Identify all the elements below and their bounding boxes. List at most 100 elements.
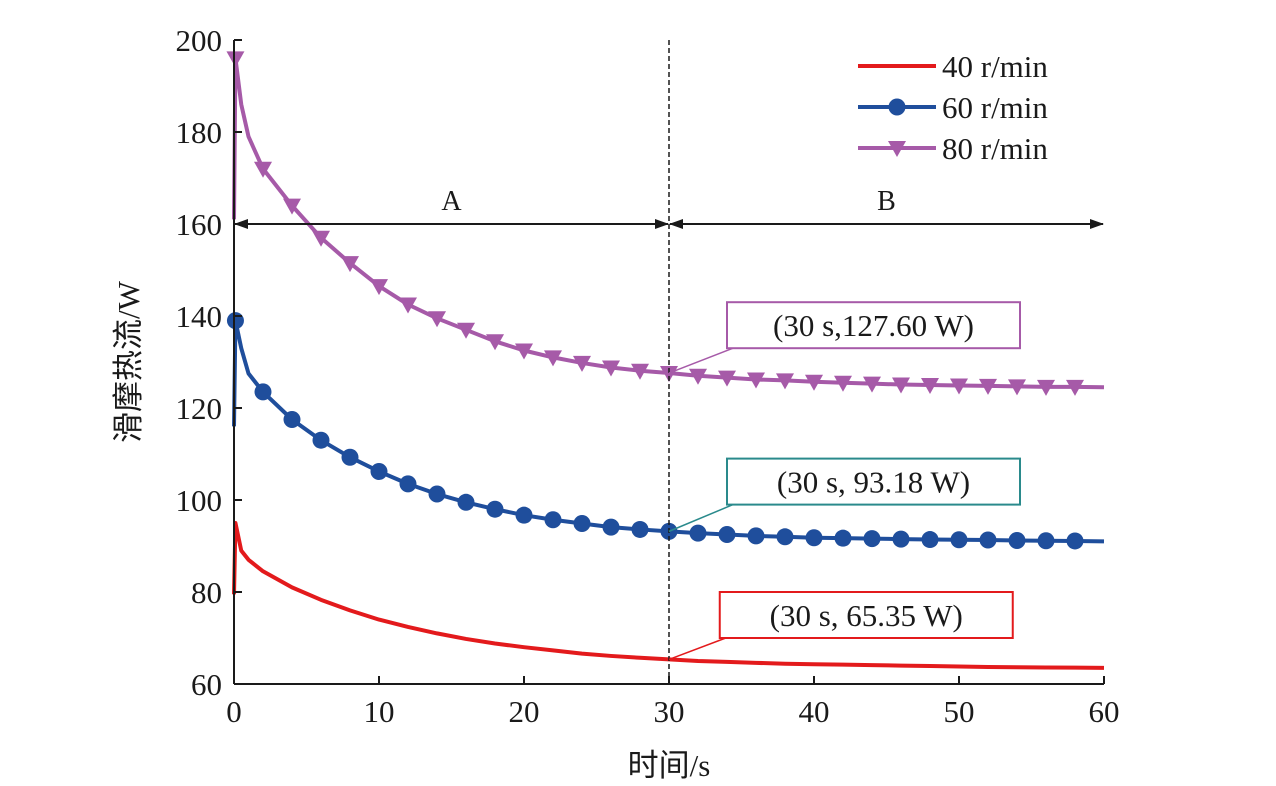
series-point: [747, 372, 765, 389]
series-point: [428, 485, 446, 503]
legend-label-3: 80 r/min: [942, 131, 1048, 166]
series-point: [1008, 379, 1026, 396]
legend-marker-3: [888, 141, 906, 157]
y-tick-label: 100: [176, 483, 223, 518]
series-point: [312, 431, 330, 449]
series-point: [544, 350, 562, 367]
legend-label-1: 40 r/min: [942, 49, 1048, 84]
series-point: [979, 378, 997, 395]
series-point: [341, 448, 359, 466]
series-point: [805, 374, 823, 391]
series-point: [370, 462, 388, 480]
series-point: [921, 531, 939, 549]
series-point: [718, 370, 736, 387]
x-tick-label: 10: [364, 694, 395, 729]
callout-leader: [668, 637, 727, 661]
series-point: [1008, 531, 1026, 549]
callout-label: (30 s, 65.35 W): [770, 598, 963, 633]
series-point: [718, 526, 736, 543]
series-point: [226, 51, 245, 68]
x-tick-label: 0: [226, 694, 242, 729]
series-point: [428, 311, 446, 328]
series-point: [1066, 532, 1084, 550]
series-point: [515, 506, 533, 524]
series-point: [660, 366, 678, 383]
series-point: [515, 343, 533, 360]
series-point: [921, 378, 939, 394]
series-point: [457, 322, 475, 339]
y-tick-label: 200: [176, 23, 223, 58]
series-point: [834, 529, 852, 547]
series-point: [341, 256, 359, 273]
series-point: [631, 520, 649, 538]
series-point: [892, 530, 910, 548]
y-tick-label: 60: [191, 667, 222, 702]
series-point: [254, 383, 272, 401]
annotations: (30 s,127.60 W) (30 s, 93.18 W) (30 s, 65.…: [668, 301, 1021, 661]
series-point: [805, 529, 823, 547]
series-point: [631, 363, 649, 380]
series-point: [602, 360, 620, 377]
callout-label: (30 s, 93.18 W): [777, 465, 970, 500]
series-point: [863, 530, 881, 548]
axes: 0 10 20 30 40 50 60 60 80 100 120 140 160 180 200: [176, 23, 1120, 729]
series-point: [486, 334, 504, 351]
callout-3: (30 s, 65.35 W): [668, 591, 1014, 661]
callout-1: (30 s,127.60 W): [668, 301, 1021, 374]
x-tick-label: 20: [509, 694, 540, 729]
series-point: [1037, 532, 1055, 550]
y-axis-title: 滑摩热流/W: [111, 280, 146, 443]
y-tick-label: 80: [191, 575, 222, 610]
y-tick-label: 180: [176, 115, 223, 150]
callout-box: [718, 591, 1014, 639]
series-point: [776, 528, 794, 546]
legend-label-2: 60 r/min: [942, 90, 1048, 125]
series-line-1: [232, 521, 1105, 670]
x-axis-title: 时间/s: [628, 748, 711, 783]
series-point: [979, 531, 997, 549]
series-point: [747, 527, 765, 545]
series-point: [457, 493, 475, 511]
series-point: [399, 475, 417, 493]
series-point: [689, 524, 707, 542]
series-point: [226, 312, 244, 330]
series-point: [573, 514, 591, 532]
series-point: [573, 355, 591, 372]
series-point: [1037, 379, 1055, 396]
callout-box: [726, 457, 1021, 506]
legend-marker-2: [888, 98, 906, 116]
callout-box: [726, 301, 1021, 350]
series-point: [950, 378, 968, 395]
y-tick-label: 160: [176, 207, 223, 242]
callout-2: (30 s, 93.18 W): [668, 457, 1021, 533]
series-point: [399, 297, 417, 314]
callout-leader: [668, 347, 734, 374]
legend: 40 r/min 60 r/min 80 r/min: [858, 49, 1048, 166]
x-tick-label: 50: [944, 694, 975, 729]
x-tick-label: 40: [799, 694, 830, 729]
series-point: [254, 161, 272, 178]
y-tick-label: 140: [176, 299, 223, 334]
x-tick-label: 60: [1089, 694, 1120, 729]
y-tick-label: 120: [176, 391, 223, 426]
series-point: [283, 198, 301, 215]
x-tick-label: 30: [654, 694, 685, 729]
series-point: [1066, 379, 1084, 396]
series-line-2: [232, 318, 1105, 544]
series-point: [689, 368, 707, 385]
callout-leader: [668, 503, 734, 533]
series-point: [602, 518, 620, 536]
series-point: [834, 375, 852, 392]
series-point: [950, 531, 968, 549]
series-point: [283, 411, 301, 428]
series-point: [370, 279, 388, 296]
region-label-2: B: [877, 186, 896, 217]
callout-label: (30 s,127.60 W): [773, 308, 974, 343]
series-point: [544, 511, 562, 529]
series-point: [776, 373, 794, 390]
series-point: [863, 376, 881, 393]
series-point: [312, 230, 330, 247]
region-label-1: A: [441, 186, 462, 217]
